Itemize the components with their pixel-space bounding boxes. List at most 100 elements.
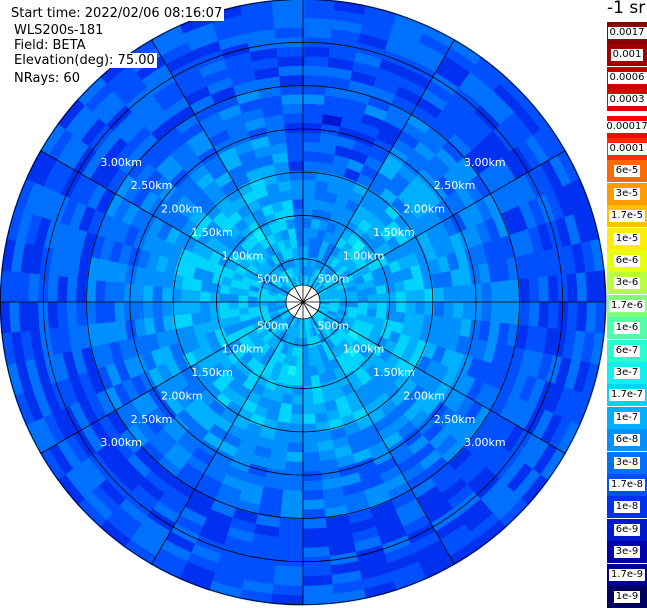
data-cell [313,189,328,202]
data-cell [34,153,58,187]
data-cell [142,301,154,319]
data-cell [403,278,416,292]
data-cell [104,192,124,218]
data-cell [485,415,508,443]
data-cell [350,269,363,280]
data-cell [371,509,400,528]
data-cell [333,225,346,238]
data-cell [396,420,417,441]
colorbar-label: 3e-6 [613,277,641,290]
range-ring-label: 1.00km [343,343,385,356]
data-cell [119,149,143,175]
range-ring-label: 3.00km [464,156,506,169]
data-cell [230,392,247,408]
data-cell [308,317,314,328]
data-cell [236,407,254,423]
data-cell [132,353,149,375]
data-cell [387,31,421,52]
data-cell [147,71,177,96]
data-cell [443,531,476,558]
data-cell [320,319,331,330]
data-cell [294,217,304,229]
data-cell [369,500,396,519]
data-cell [399,77,428,99]
data-cell [239,0,274,15]
data-cell [315,283,325,293]
data-cell [428,401,449,423]
data-cell [430,118,456,142]
data-cell [164,207,182,227]
data-cell [312,345,321,357]
data-cell [432,202,451,223]
data-cell [207,456,231,475]
data-cell [231,415,250,432]
data-cell [478,137,503,165]
data-cell [315,170,332,183]
data-cell [573,211,591,245]
data-cell [209,499,236,519]
data-cell [185,453,209,474]
data-cell [119,459,145,485]
data-cell [242,251,256,264]
data-cell [231,195,248,212]
data-cell [390,389,409,408]
spoke-line [302,39,455,303]
data-cell [328,173,345,187]
data-cell [395,85,423,107]
data-cell [221,473,245,491]
data-cell [303,74,328,87]
data-cell [572,361,591,395]
data-cell [462,302,473,321]
data-cell [258,354,271,367]
data-cell [339,269,352,280]
data-cell [383,111,408,131]
data-cell [400,240,415,257]
data-cell [65,104,93,136]
data-cell [433,302,445,318]
data-cell [271,574,303,587]
colorbar-label: 6e-7 [613,344,641,357]
data-cell [319,305,330,311]
data-cell [302,470,322,482]
data-cell [171,371,189,391]
data-cell [277,307,288,313]
data-cell [348,296,359,303]
data-cell [480,97,509,126]
data-cell [321,341,331,353]
data-cell [276,46,305,58]
data-cell [159,239,175,259]
data-cell [368,146,389,164]
data-cell [319,303,330,308]
data-cell [270,338,281,351]
data-cell [47,442,74,475]
data-cell [281,489,303,501]
data-cell [474,520,507,549]
data-cell [314,354,324,366]
data-cell [414,289,426,303]
data-cell [326,66,354,81]
data-cell [472,472,501,501]
data-cell [524,134,550,167]
data-cell [280,84,305,96]
data-cell [396,396,416,415]
data-cell [302,480,323,492]
data-cell [268,286,279,294]
data-cell [86,208,106,235]
data-cell [527,197,547,228]
data-cell [297,246,304,257]
data-cell [190,189,210,208]
data-cell [386,552,419,573]
data-cell [475,56,508,85]
data-cell [272,230,284,243]
data-cell [275,536,303,549]
data-cell [202,179,221,198]
data-cell [443,302,454,319]
data-cell [59,196,79,227]
data-cell [113,404,135,430]
data-cell [61,349,79,379]
data-cell [328,304,340,310]
data-cell [303,151,320,162]
data-cell [401,427,424,448]
data-cell [149,406,170,429]
spoke-line [302,301,455,565]
